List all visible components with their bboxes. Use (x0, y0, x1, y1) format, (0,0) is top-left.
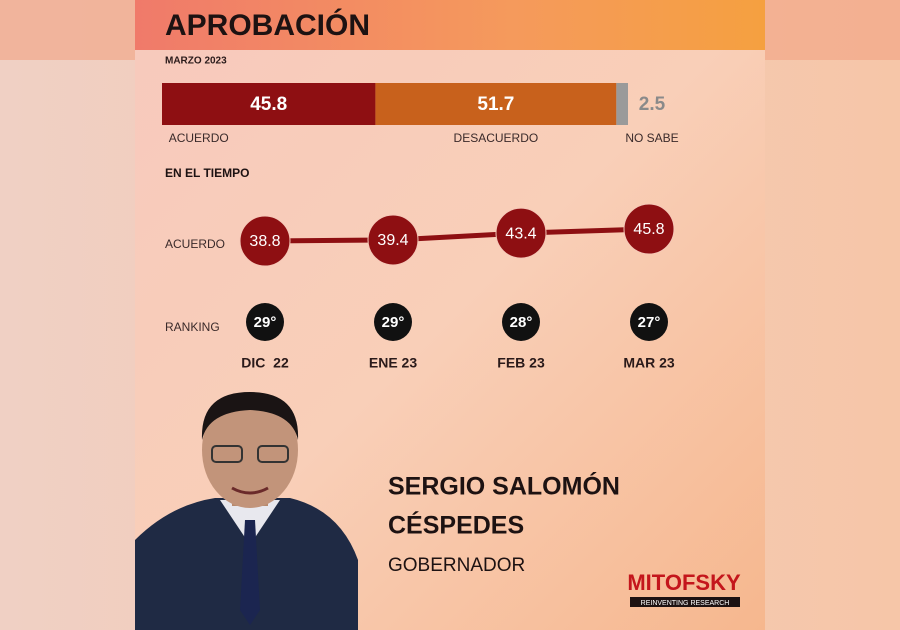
legend-label: NO SABE (625, 131, 678, 145)
title: APROBACIÓN (165, 8, 370, 42)
header-band (135, 0, 765, 50)
rank-badge (630, 303, 668, 341)
x-tick-label: ENE 23 (369, 355, 417, 371)
rank-label: 29° (382, 314, 405, 331)
legend-label: DESACUERDO (454, 131, 539, 145)
x-tick-label: MAR 23 (623, 355, 675, 371)
brand-tagline-bg (630, 597, 740, 607)
value-label: 38.8 (249, 233, 280, 250)
row-label: ACUERDO (165, 237, 225, 251)
rank-label: 28° (510, 314, 533, 331)
data-point (623, 203, 675, 255)
rank-badge (374, 303, 412, 341)
rank-badge (246, 303, 284, 341)
subtitle: MARZO 2023 (165, 56, 227, 67)
bar-segment (375, 83, 617, 125)
value-label: 39.4 (377, 232, 408, 249)
data-point (495, 207, 547, 259)
bar-segment (162, 83, 376, 125)
value-label: 2.5 (639, 94, 666, 115)
person-name: CÉSPEDES (388, 511, 524, 540)
row-label: RANKING (165, 320, 220, 334)
x-tick-label: DIC 22 (241, 355, 289, 371)
value-label: 43.4 (505, 225, 536, 242)
portrait (135, 392, 358, 630)
value-label: 45.8 (633, 221, 664, 238)
data-point (239, 215, 291, 267)
bar-segment (616, 83, 628, 125)
brand-tagline: REINVENTING RESEARCH (641, 600, 730, 607)
section-title: EN EL TIEMPO (165, 166, 249, 180)
data-point (367, 214, 419, 266)
rank-badge (502, 303, 540, 341)
x-tick-label: FEB 23 (497, 355, 545, 371)
value-label: 51.7 (477, 94, 514, 115)
person-name: SERGIO SALOMÓN (388, 471, 620, 501)
legend-label: ACUERDO (169, 131, 229, 145)
person-role: GOBERNADOR (388, 555, 525, 576)
value-label: 45.8 (250, 94, 287, 115)
brand-name: MITOFSKY (627, 570, 741, 595)
rank-label: 27° (638, 314, 661, 331)
trend-line (264, 226, 650, 244)
rank-label: 29° (254, 314, 277, 331)
